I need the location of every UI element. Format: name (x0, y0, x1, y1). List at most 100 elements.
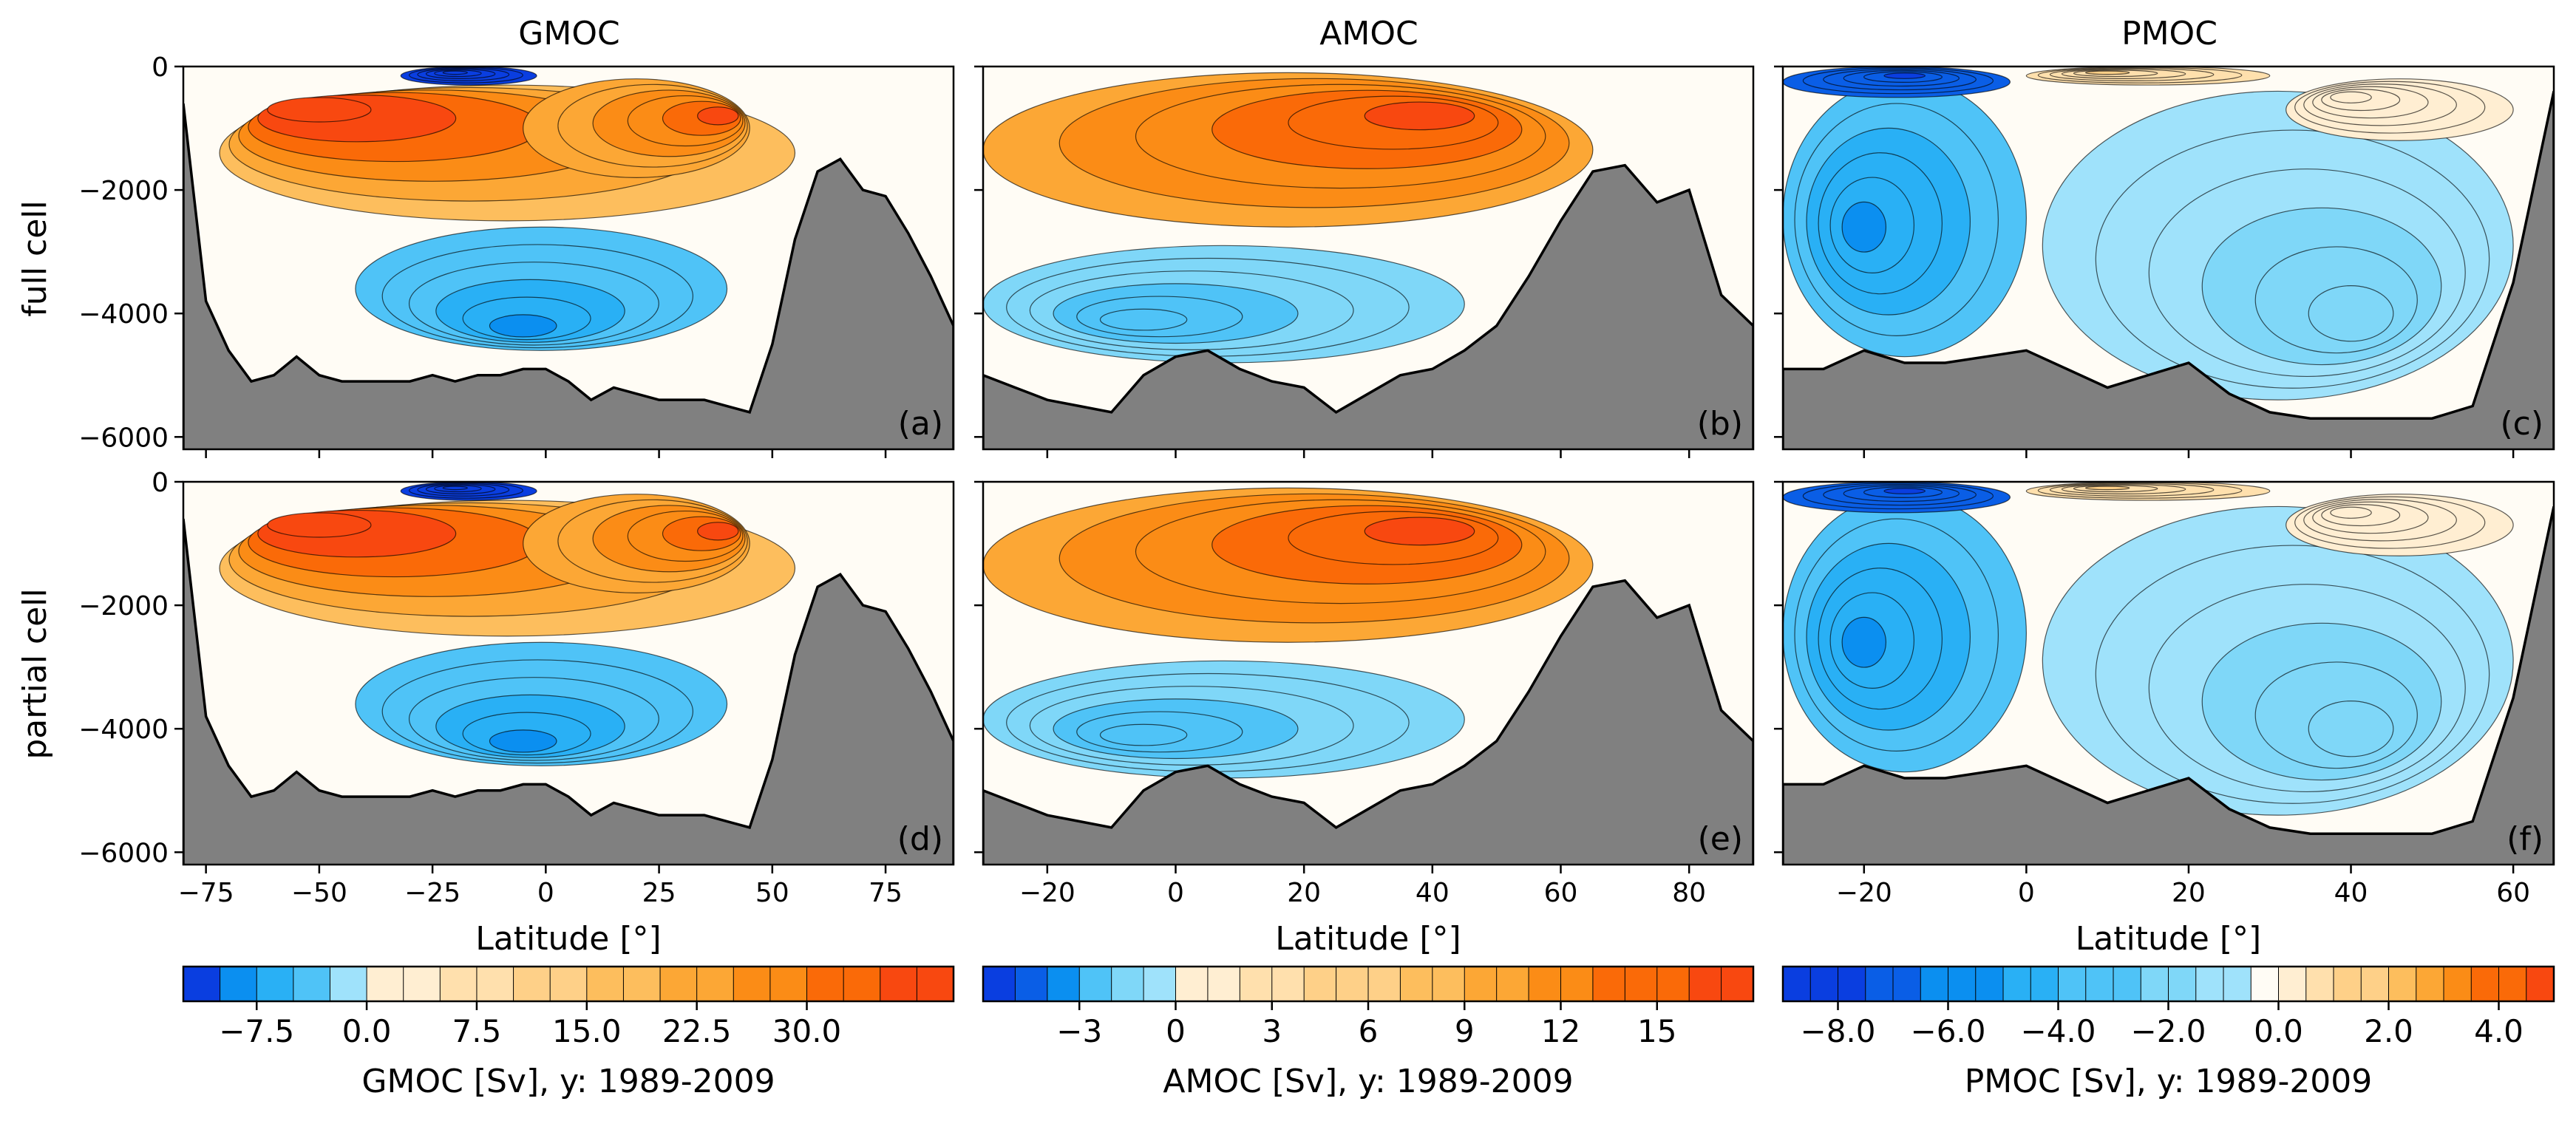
colorbar-swatch (2278, 966, 2307, 1002)
colorbar-swatch (1271, 966, 1305, 1002)
colorbar-swatch (2305, 966, 2334, 1002)
colorbar-swatch (1175, 966, 1209, 1002)
colorbar-swatch (1688, 966, 1722, 1002)
bathymetry (983, 579, 1753, 865)
x-tick-label: 40 (1416, 878, 1450, 908)
column-title-gmoc: GMOC (518, 15, 619, 52)
panel-letter: (c) (2500, 405, 2543, 443)
colorbar-swatch (1014, 966, 1048, 1002)
colorbar-swatch (1399, 966, 1433, 1002)
bathymetry (183, 518, 954, 865)
colorbar-tick-label: −6.0 (1911, 1013, 1986, 1049)
colorbar-tick-label: 12 (1541, 1013, 1580, 1049)
x-axis-label: Latitude [°] (2076, 920, 2261, 958)
cell-4-contour (2308, 700, 2394, 757)
colorbar-tick-label: 15 (1637, 1013, 1676, 1049)
colorbar-tick-label: 15.0 (552, 1013, 622, 1049)
y-tick-label: 0 (152, 52, 169, 83)
cell-4-contour (442, 70, 468, 75)
cell-1-contour (267, 97, 372, 123)
colorbar-swatch (1560, 966, 1594, 1002)
cell-3-contour (2084, 70, 2130, 75)
panel-field (1783, 482, 2554, 865)
x-tick-label: −20 (1836, 878, 1892, 908)
colorbar-swatch (622, 966, 662, 1002)
colorbar-swatch (2526, 966, 2555, 1002)
x-tick-label: 20 (2172, 878, 2206, 908)
x-tick-label: −25 (404, 878, 461, 908)
colorbar-swatch (2058, 966, 2087, 1002)
colorbar-swatch (1920, 966, 1949, 1002)
colorbar-swatch (659, 966, 698, 1002)
colorbar-swatch (1367, 966, 1401, 1002)
cell-2-contour (697, 106, 739, 126)
colorbar-swatch (1528, 966, 1562, 1002)
panel-d: (d) 0 −2000 −4000 −6000 −75 −50 −25 0 25 50 75 Latit… (78, 468, 955, 958)
panel-frame (982, 65, 1755, 451)
x-tick-label: 25 (642, 878, 676, 908)
colorbar-swatch (2416, 966, 2444, 1002)
cell-1-contour (1364, 517, 1475, 546)
colorbar-label: AMOC [Sv], y: 1989-2009 (1163, 1063, 1573, 1100)
colorbar-swatch (880, 966, 918, 1002)
colorbar-swatch (513, 966, 551, 1002)
column-title-amoc: AMOC (1319, 15, 1418, 52)
colorbar-tick-label: 6 (1359, 1013, 1379, 1049)
colorbar-swatch (982, 966, 1016, 1002)
panel-letter: (e) (1698, 820, 1743, 858)
panel-a: (a) 0 −2000 −4000 −6000 (78, 52, 955, 458)
cell-4-contour (442, 485, 468, 491)
row-label-full-cell: full cell (16, 200, 54, 317)
x-tick-label: 0 (2018, 878, 2035, 908)
cell-1-contour (1364, 101, 1475, 131)
panel-frame (182, 480, 955, 866)
colorbar-tick-label: 0 (1166, 1013, 1186, 1049)
colorbar-swatch (2443, 966, 2473, 1002)
colorbar-swatch (1838, 966, 1866, 1002)
x-tick-label: 60 (2496, 878, 2530, 908)
cell-2-contour (1099, 723, 1188, 746)
colorbar-swatch (2250, 966, 2280, 1002)
y-tick-label: −2000 (78, 176, 169, 206)
colorbar-swatch (2113, 966, 2142, 1002)
colorbar-swatch (1975, 966, 2004, 1002)
colorbar-swatch (256, 966, 294, 1002)
x-tick-label: 50 (755, 878, 789, 908)
cell-3-contour (2084, 485, 2130, 491)
panel-f: (f) −20 0 20 40 60 Latitude [°] (1774, 480, 2555, 958)
cell-3-contour (489, 314, 557, 338)
colorbar-tick-label: 0.0 (342, 1013, 392, 1049)
colorbar-swatch (1892, 966, 1922, 1002)
panel-frame (1781, 65, 2555, 451)
panel-field (183, 482, 954, 865)
panel-c: (c) (1774, 65, 2555, 458)
x-tick-label: 0 (1167, 878, 1184, 908)
cell-2-contour (697, 522, 739, 541)
colorbar-swatch (2030, 966, 2059, 1002)
panel-letter: (a) (898, 405, 943, 443)
colorbar-tick-label: −4.0 (2021, 1013, 2096, 1049)
colorbar-label: PMOC [Sv], y: 1989-2009 (1965, 1063, 2373, 1100)
colorbar-swatch (1782, 966, 1812, 1002)
colorbar-swatch (2168, 966, 2197, 1002)
colorbar-swatch (1303, 966, 1337, 1002)
cell-1-contour (1841, 616, 1887, 668)
panel-frame (982, 480, 1755, 866)
panel-frame (1781, 480, 2555, 866)
panel-field (983, 482, 1753, 865)
x-tick-label: 20 (1287, 878, 1321, 908)
colorbar-swatch (1047, 966, 1081, 1002)
colorbar-swatch (2140, 966, 2169, 1002)
x-tick-label: 0 (537, 878, 554, 908)
row-label-partial-cell: partial cell (16, 588, 54, 759)
colorbar-swatch (1464, 966, 1498, 1002)
colorbar-swatch (293, 966, 331, 1002)
colorbar-3: −8.0 −6.0 −4.0 −2.0 0.0 2.0 4.0 PMOC [Sv], y: 1… (1781, 965, 2555, 1100)
colorbar-tick-label: 7.5 (452, 1013, 502, 1049)
colorbar-swatch (2002, 966, 2032, 1002)
colorbar-tick-label: 3 (1262, 1013, 1282, 1049)
panel-letter: (b) (1697, 405, 1743, 443)
colorbar-swatch (2223, 966, 2252, 1002)
